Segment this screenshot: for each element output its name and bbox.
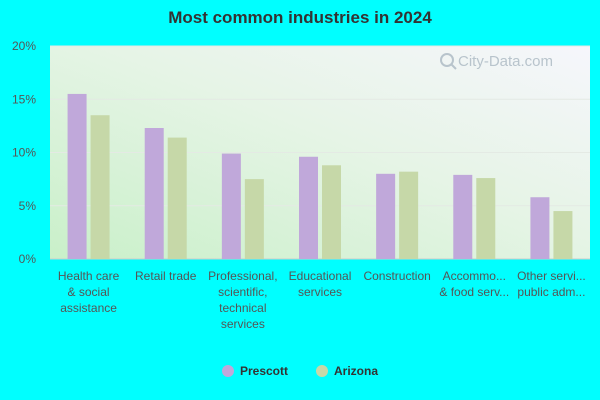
legend-swatch-arizona [316, 365, 328, 377]
bar-prescott-3 [299, 156, 318, 259]
x-tick-label: Accommo... & food serv... [439, 269, 509, 299]
y-tick-label: 15% [12, 92, 36, 106]
bar-arizona-1 [167, 137, 187, 259]
chart-title: Most common industries in 2024 [168, 8, 432, 27]
bar-arizona-5 [476, 178, 496, 259]
y-tick-label: 0% [19, 252, 37, 266]
bar-arizona-0 [90, 115, 110, 259]
bar-prescott-1 [144, 128, 164, 259]
x-tick-label: Educational services [289, 269, 352, 299]
bar-prescott-0 [67, 93, 87, 259]
y-tick-label: 20% [12, 39, 36, 53]
legend-label-arizona: Arizona [334, 364, 379, 378]
x-tick-label: Other servi... public adm... [517, 269, 586, 299]
x-tick-label: Construction [363, 269, 430, 283]
bar-prescott-6 [530, 197, 550, 259]
x-tick-label: Retail trade [135, 269, 197, 283]
legend-swatch-prescott [221, 365, 234, 377]
watermark: City-Data.com [440, 53, 553, 70]
y-tick-label: 10% [12, 146, 36, 160]
bar-arizona-2 [244, 179, 264, 259]
bars [67, 93, 573, 259]
y-axis-ticks: 0% 5% 10% 15% 20% [12, 39, 36, 266]
gridlines [50, 45, 590, 260]
bar-prescott-2 [221, 153, 241, 259]
legend-item-prescott: Prescott [221, 364, 288, 378]
y-tick-label: 5% [19, 199, 37, 213]
bar-prescott-4 [376, 173, 396, 259]
watermark-text: City-Data.com [458, 53, 553, 70]
legend-label-prescott: Prescott [239, 364, 288, 378]
bar-arizona-4 [399, 171, 419, 259]
bar-arizona-3 [322, 165, 341, 259]
legend: Prescott Arizona [0, 364, 600, 378]
x-tick-label: Professional, scientific, technical service… [208, 269, 277, 331]
magnifier-icon [440, 53, 457, 70]
x-axis-labels: Health care & social assistance Retail trad… [58, 269, 586, 331]
legend-item-arizona: Arizona [316, 364, 378, 378]
x-tick-label: Health care & social assistance [58, 269, 120, 315]
bar-arizona-6 [553, 211, 573, 259]
bar-prescott-5 [453, 174, 473, 259]
